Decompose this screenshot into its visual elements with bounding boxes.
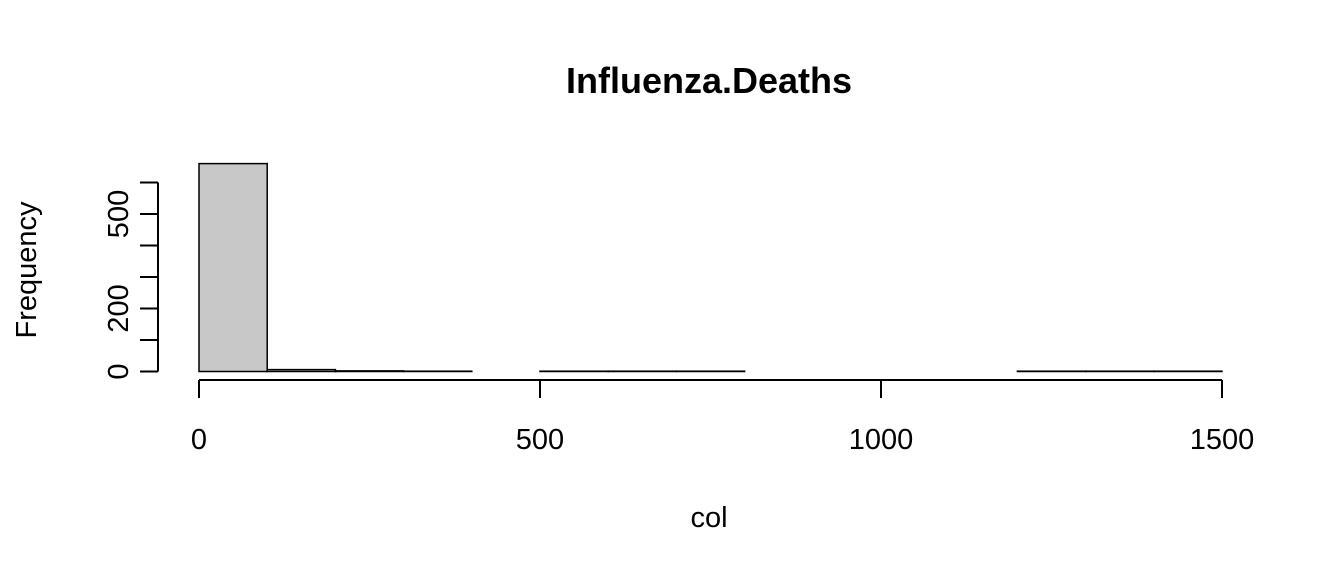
x-tick-label: 1500 <box>1190 424 1255 456</box>
y-tick-label: 0 <box>103 363 135 379</box>
y-tick-label: 200 <box>103 284 135 332</box>
y-tick-label: 500 <box>103 190 135 238</box>
x-axis-label: col <box>690 502 727 534</box>
histogram-bars <box>198 162 1223 373</box>
histogram-bar <box>266 368 337 373</box>
x-tick-label: 500 <box>516 424 564 456</box>
y-axis-label: Frequency <box>11 201 43 339</box>
chart-title: Influenza.Deaths <box>566 60 852 101</box>
histogram-bar <box>334 370 405 373</box>
x-tick-label: 1000 <box>849 424 914 456</box>
x-axis: 0 500 1000 1500 <box>191 379 1255 456</box>
y-axis: 0 200 500 <box>103 181 159 380</box>
histogram-bar <box>198 162 268 373</box>
x-tick-label: 0 <box>191 424 207 456</box>
